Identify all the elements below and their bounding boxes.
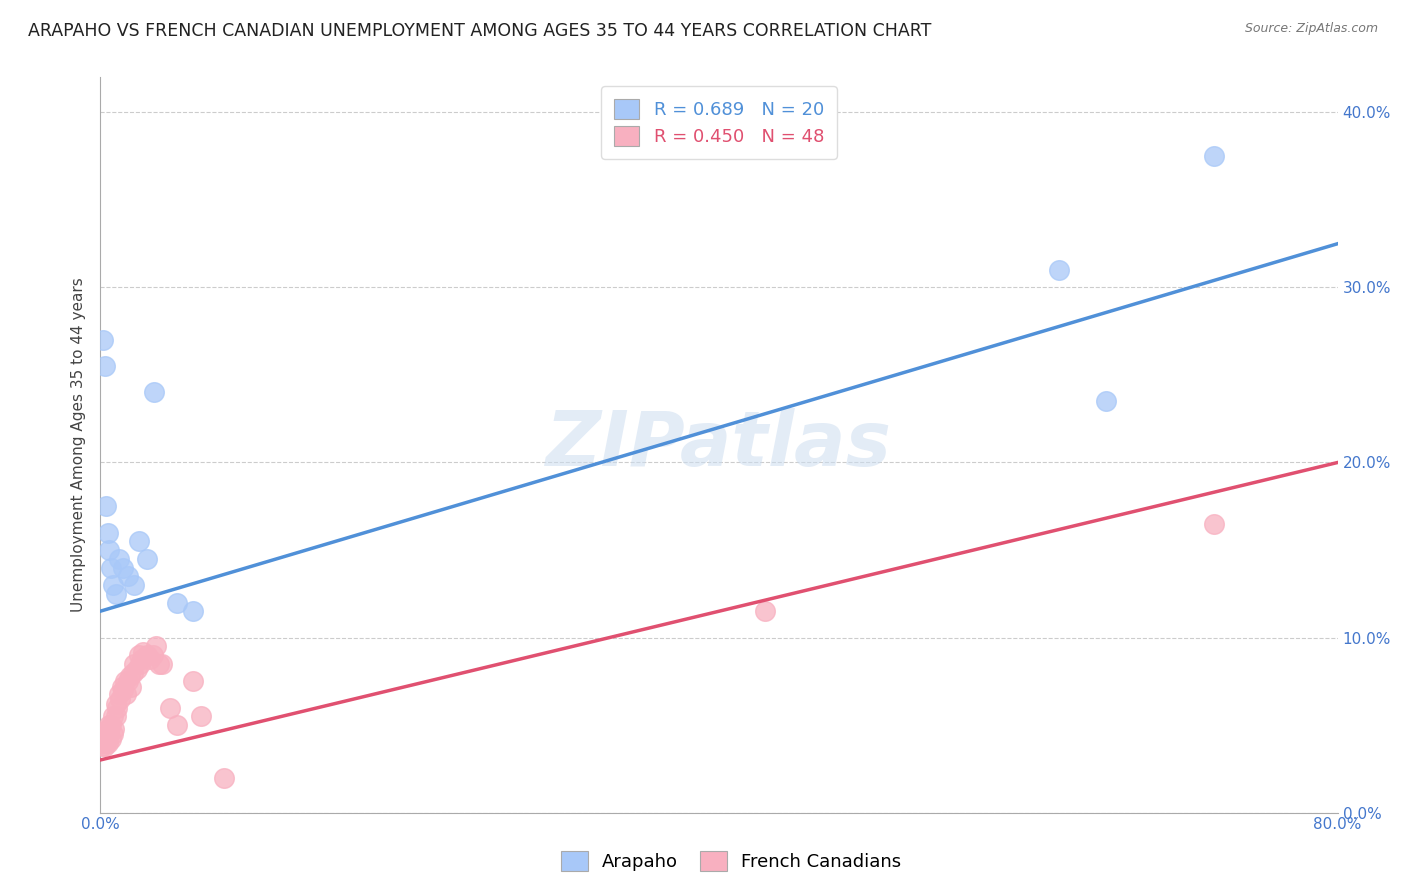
Point	[754, 604, 776, 618]
Point	[91, 735, 114, 749]
Point	[190, 709, 212, 723]
Point	[105, 700, 128, 714]
Point	[128, 648, 150, 662]
Point	[1202, 516, 1225, 531]
Point	[1094, 394, 1116, 409]
Point	[166, 595, 188, 609]
Point	[135, 648, 157, 662]
Point	[122, 578, 145, 592]
Point	[107, 686, 129, 700]
Point	[112, 560, 135, 574]
Point	[97, 525, 120, 540]
Point	[101, 578, 124, 592]
Point	[1202, 149, 1225, 163]
Point	[129, 657, 152, 671]
Point	[159, 700, 181, 714]
Point	[104, 587, 127, 601]
Point	[104, 709, 127, 723]
Point	[96, 500, 118, 514]
Legend: R = 0.689   N = 20, R = 0.450   N = 48: R = 0.689 N = 20, R = 0.450 N = 48	[602, 87, 837, 159]
Point	[94, 727, 117, 741]
Point	[115, 686, 138, 700]
Point	[104, 697, 127, 711]
Text: ZIPatlas: ZIPatlas	[546, 408, 891, 482]
Point	[91, 333, 114, 347]
Point	[150, 657, 173, 671]
Point	[103, 722, 125, 736]
Point	[114, 674, 136, 689]
Text: ARAPAHO VS FRENCH CANADIAN UNEMPLOYMENT AMONG AGES 35 TO 44 YEARS CORRELATION CH: ARAPAHO VS FRENCH CANADIAN UNEMPLOYMENT …	[28, 22, 932, 40]
Point	[98, 543, 121, 558]
Point	[212, 771, 235, 785]
Point	[97, 735, 120, 749]
Point	[117, 569, 139, 583]
Point	[127, 662, 149, 676]
Point	[97, 722, 120, 736]
Point	[135, 551, 157, 566]
Point	[131, 651, 153, 665]
Point	[132, 644, 155, 658]
Point	[101, 709, 124, 723]
Point	[96, 735, 118, 749]
Point	[98, 718, 121, 732]
Point	[117, 674, 139, 689]
Point	[143, 385, 166, 400]
Point	[1047, 263, 1070, 277]
Legend: Arapaho, French Canadians: Arapaho, French Canadians	[554, 844, 908, 879]
Point	[122, 657, 145, 671]
Point	[181, 674, 204, 689]
Point	[118, 669, 141, 683]
Point	[98, 727, 121, 741]
Point	[100, 732, 122, 747]
Point	[96, 732, 118, 747]
Point	[112, 683, 135, 698]
Point	[142, 648, 165, 662]
Point	[100, 718, 122, 732]
Point	[121, 665, 143, 680]
Point	[128, 534, 150, 549]
Text: Source: ZipAtlas.com: Source: ZipAtlas.com	[1244, 22, 1378, 36]
Point	[91, 732, 114, 747]
Point	[90, 739, 112, 753]
Y-axis label: Unemployment Among Ages 35 to 44 years: Unemployment Among Ages 35 to 44 years	[72, 277, 86, 613]
Point	[110, 691, 132, 706]
Point	[94, 359, 117, 374]
Point	[145, 640, 167, 654]
Point	[181, 604, 204, 618]
Point	[138, 651, 160, 665]
Point	[111, 680, 134, 694]
Point	[107, 551, 129, 566]
Point	[148, 657, 170, 671]
Point	[100, 560, 122, 574]
Point	[94, 739, 117, 753]
Point	[120, 680, 142, 694]
Point	[101, 727, 124, 741]
Point	[166, 718, 188, 732]
